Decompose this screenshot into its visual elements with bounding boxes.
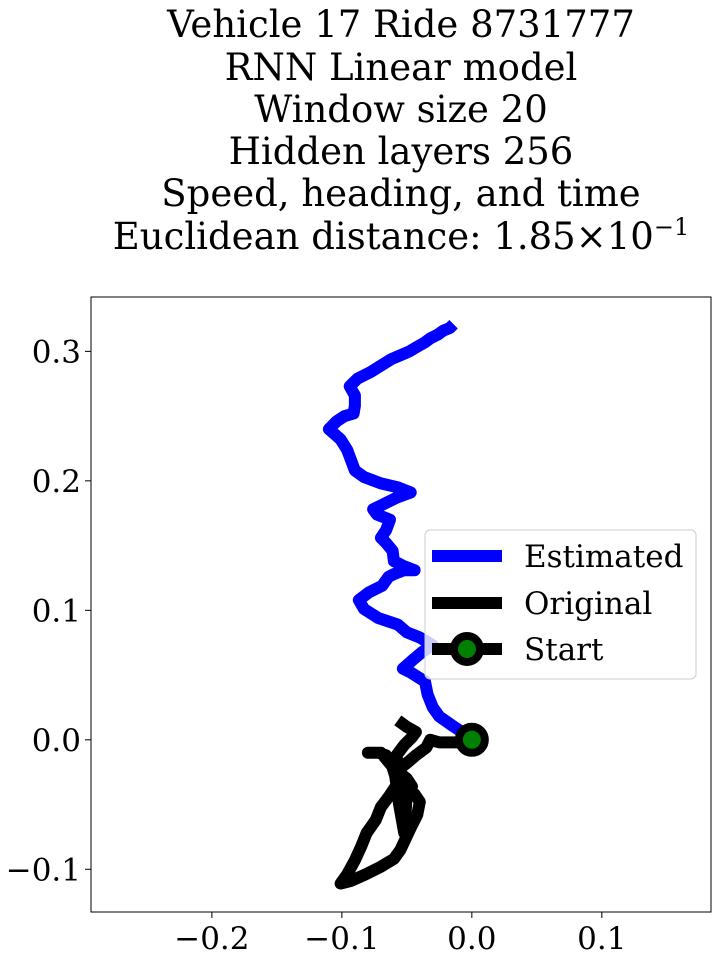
legend-label-original: Original bbox=[524, 586, 652, 622]
title-distance-times: × bbox=[576, 215, 607, 258]
title-distance-prefix: Euclidean distance: bbox=[113, 215, 494, 258]
x-tick-label: −0.1 bbox=[304, 921, 379, 957]
y-tick-label: 0.2 bbox=[32, 464, 81, 500]
title-distance-mantissa: 1.85 bbox=[493, 215, 575, 258]
x-tick-label: −0.2 bbox=[174, 921, 249, 957]
title-line-2: RNN Linear model bbox=[225, 46, 578, 89]
legend-marker-start bbox=[450, 632, 484, 666]
y-tick-label: −0.1 bbox=[6, 852, 81, 888]
title-line-1: Vehicle 17 Ride 8731777 bbox=[166, 3, 635, 46]
x-tick-label: 0.0 bbox=[447, 921, 496, 957]
axes-frame bbox=[90, 296, 712, 913]
start-marker bbox=[454, 722, 489, 757]
y-axis-ticks: −0.1 0.0 0.1 0.2 0.3 bbox=[6, 334, 91, 888]
y-tick-label: 0.3 bbox=[32, 334, 81, 370]
series-line-original bbox=[334, 715, 473, 890]
legend-box bbox=[424, 529, 697, 680]
y-tick-label: 0.0 bbox=[32, 723, 81, 759]
chart-title: Vehicle 17 Ride 8731777 RNN Linear model… bbox=[113, 3, 689, 258]
title-distance-base: 10 bbox=[607, 215, 654, 258]
title-distance-exponent: −1 bbox=[654, 213, 689, 241]
y-tick-label: 0.1 bbox=[32, 593, 81, 629]
title-line-4: Hidden layers 256 bbox=[229, 130, 574, 173]
x-axis-ticks: −0.2 −0.1 0.0 0.1 bbox=[174, 912, 626, 957]
legend-label-estimated: Estimated bbox=[524, 539, 683, 575]
title-line-5: Speed, heading, and time bbox=[161, 172, 640, 215]
x-tick-label: 0.1 bbox=[577, 921, 626, 957]
legend-label-start: Start bbox=[524, 632, 604, 668]
title-line-3: Window size 20 bbox=[254, 88, 548, 131]
title-line-6: Euclidean distance: 1.85×10−1 bbox=[113, 213, 689, 258]
legend: Estimated Original Start bbox=[424, 529, 697, 680]
